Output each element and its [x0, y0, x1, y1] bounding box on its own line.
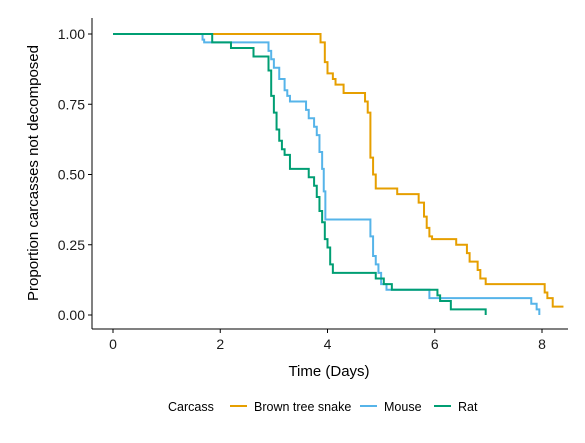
series-line-mouse: [113, 33, 541, 315]
legend-label-brown-tree-snake: Brown tree snake: [254, 400, 351, 414]
x-axis-title: Time (Days): [288, 363, 369, 380]
series-line-brown-tree-snake: [113, 33, 564, 308]
series-line-rat: [113, 33, 487, 315]
y-tick-label: 0.00: [58, 307, 85, 323]
x-tick-label: 8: [538, 336, 546, 352]
y-tick-label: 0.50: [58, 167, 85, 183]
series-layer: [113, 33, 564, 315]
y-tick-label: 0.25: [58, 237, 85, 253]
y-tick-label: 1.00: [58, 26, 85, 42]
x-tick-label: 0: [109, 336, 117, 352]
x-tick-label: 6: [431, 336, 439, 352]
legend-label-mouse: Mouse: [384, 400, 422, 414]
legend-title: Carcass: [168, 400, 214, 414]
y-tick-label: 0.75: [58, 96, 85, 112]
y-axis-title: Proportion carcasses not decomposed: [25, 45, 42, 301]
y-axis-ticks: 0.00 0.25 0.50 0.75 1.00: [58, 26, 92, 323]
x-axis-ticks: 0 2 4 6 8: [109, 329, 546, 352]
legend: Carcass Brown tree snake Mouse Rat: [168, 400, 478, 414]
x-tick-label: 4: [324, 336, 332, 352]
plot-area: 0.00 0.25 0.50 0.75 1.00 0 2 4 6 8: [58, 18, 568, 352]
legend-label-rat: Rat: [458, 400, 478, 414]
x-tick-label: 2: [216, 336, 224, 352]
